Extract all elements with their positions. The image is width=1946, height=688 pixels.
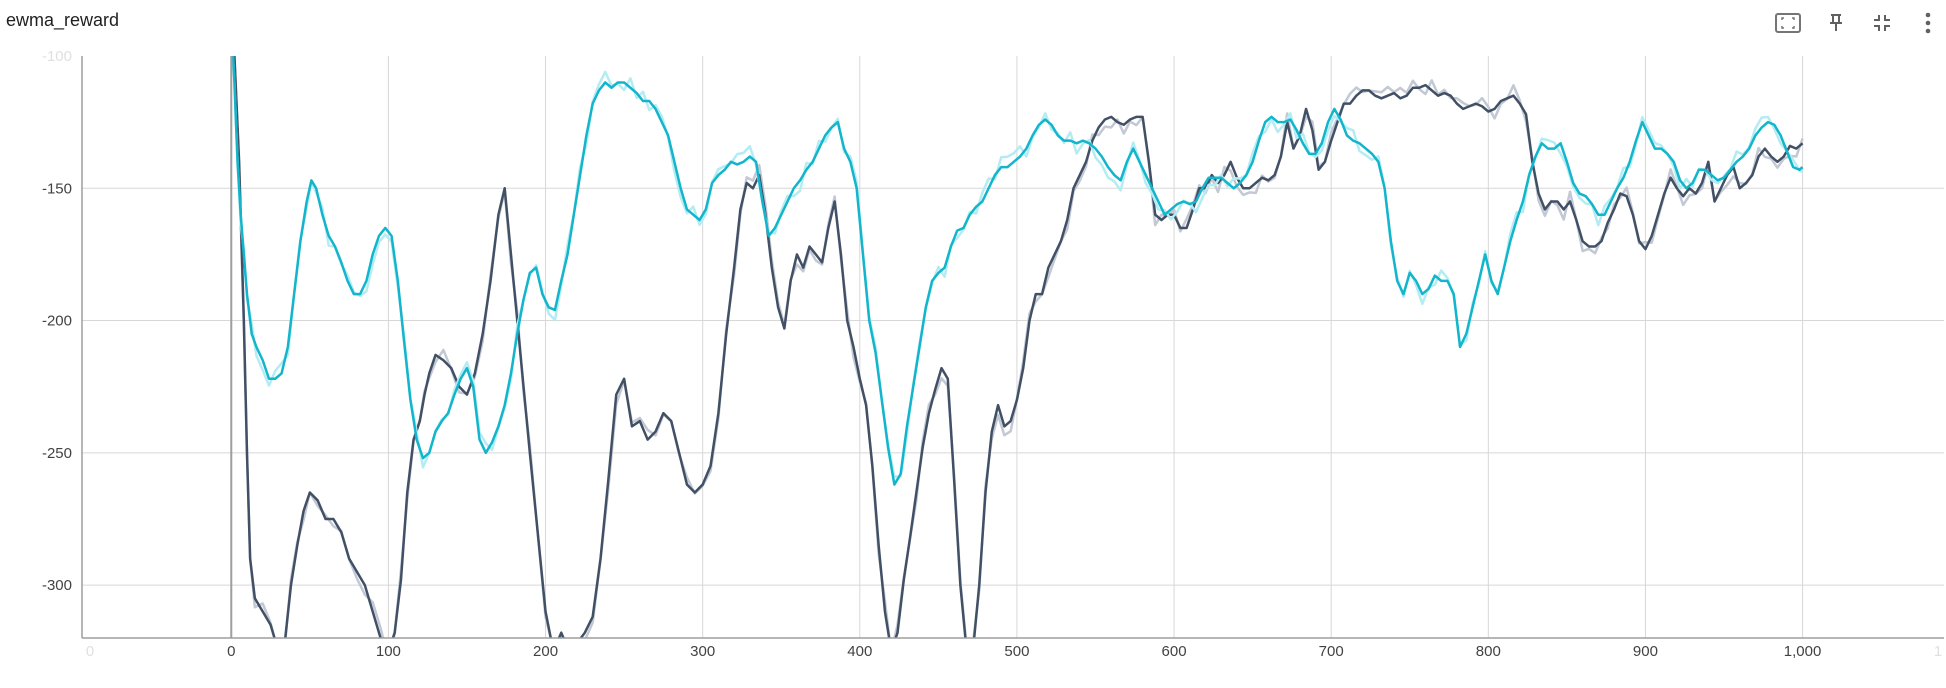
collapse-button[interactable]: [1864, 6, 1900, 40]
x-tick-label: 400: [847, 643, 872, 660]
axes: 0 0 100 200 300 400 500 600 700 800 900 1,000 1 -100 -…: [42, 48, 1944, 660]
series-layer: [231, 56, 1804, 638]
collapse-icon: [1874, 15, 1890, 31]
pin-icon: [1830, 14, 1842, 31]
fit-domain-button[interactable]: [1770, 6, 1806, 40]
grid: [82, 56, 1944, 638]
x-tick-label: 600: [1162, 643, 1187, 660]
y-tick-label: -150: [42, 180, 72, 197]
pin-button[interactable]: [1818, 6, 1854, 40]
x-tick-label: 1,000: [1784, 643, 1822, 660]
x-tick-label: 0: [227, 643, 235, 660]
x-tick-label: 0: [86, 643, 94, 660]
x-tick-label: 300: [690, 643, 715, 660]
series-0-line: [233, 56, 1804, 638]
x-tick-label: 800: [1476, 643, 1501, 660]
y-tick-label: -100: [42, 48, 72, 65]
x-tick-label: 100: [376, 643, 401, 660]
x-tick-label: 1: [1934, 643, 1942, 660]
x-tick-label: 500: [1004, 643, 1029, 660]
y-tick-label: -200: [42, 313, 72, 330]
x-tick-label: 700: [1319, 643, 1344, 660]
y-tick-label: -250: [42, 445, 72, 462]
fit-domain-icon: [1775, 13, 1801, 33]
series-1-line: [231, 56, 1804, 486]
card-title: ewma_reward: [6, 10, 120, 30]
x-tick-label: 200: [533, 643, 558, 660]
y-tick-label: -300: [42, 577, 72, 594]
more-button[interactable]: [1910, 6, 1946, 40]
more-vert-icon: [1925, 12, 1931, 34]
x-tick-label: 900: [1633, 643, 1658, 660]
